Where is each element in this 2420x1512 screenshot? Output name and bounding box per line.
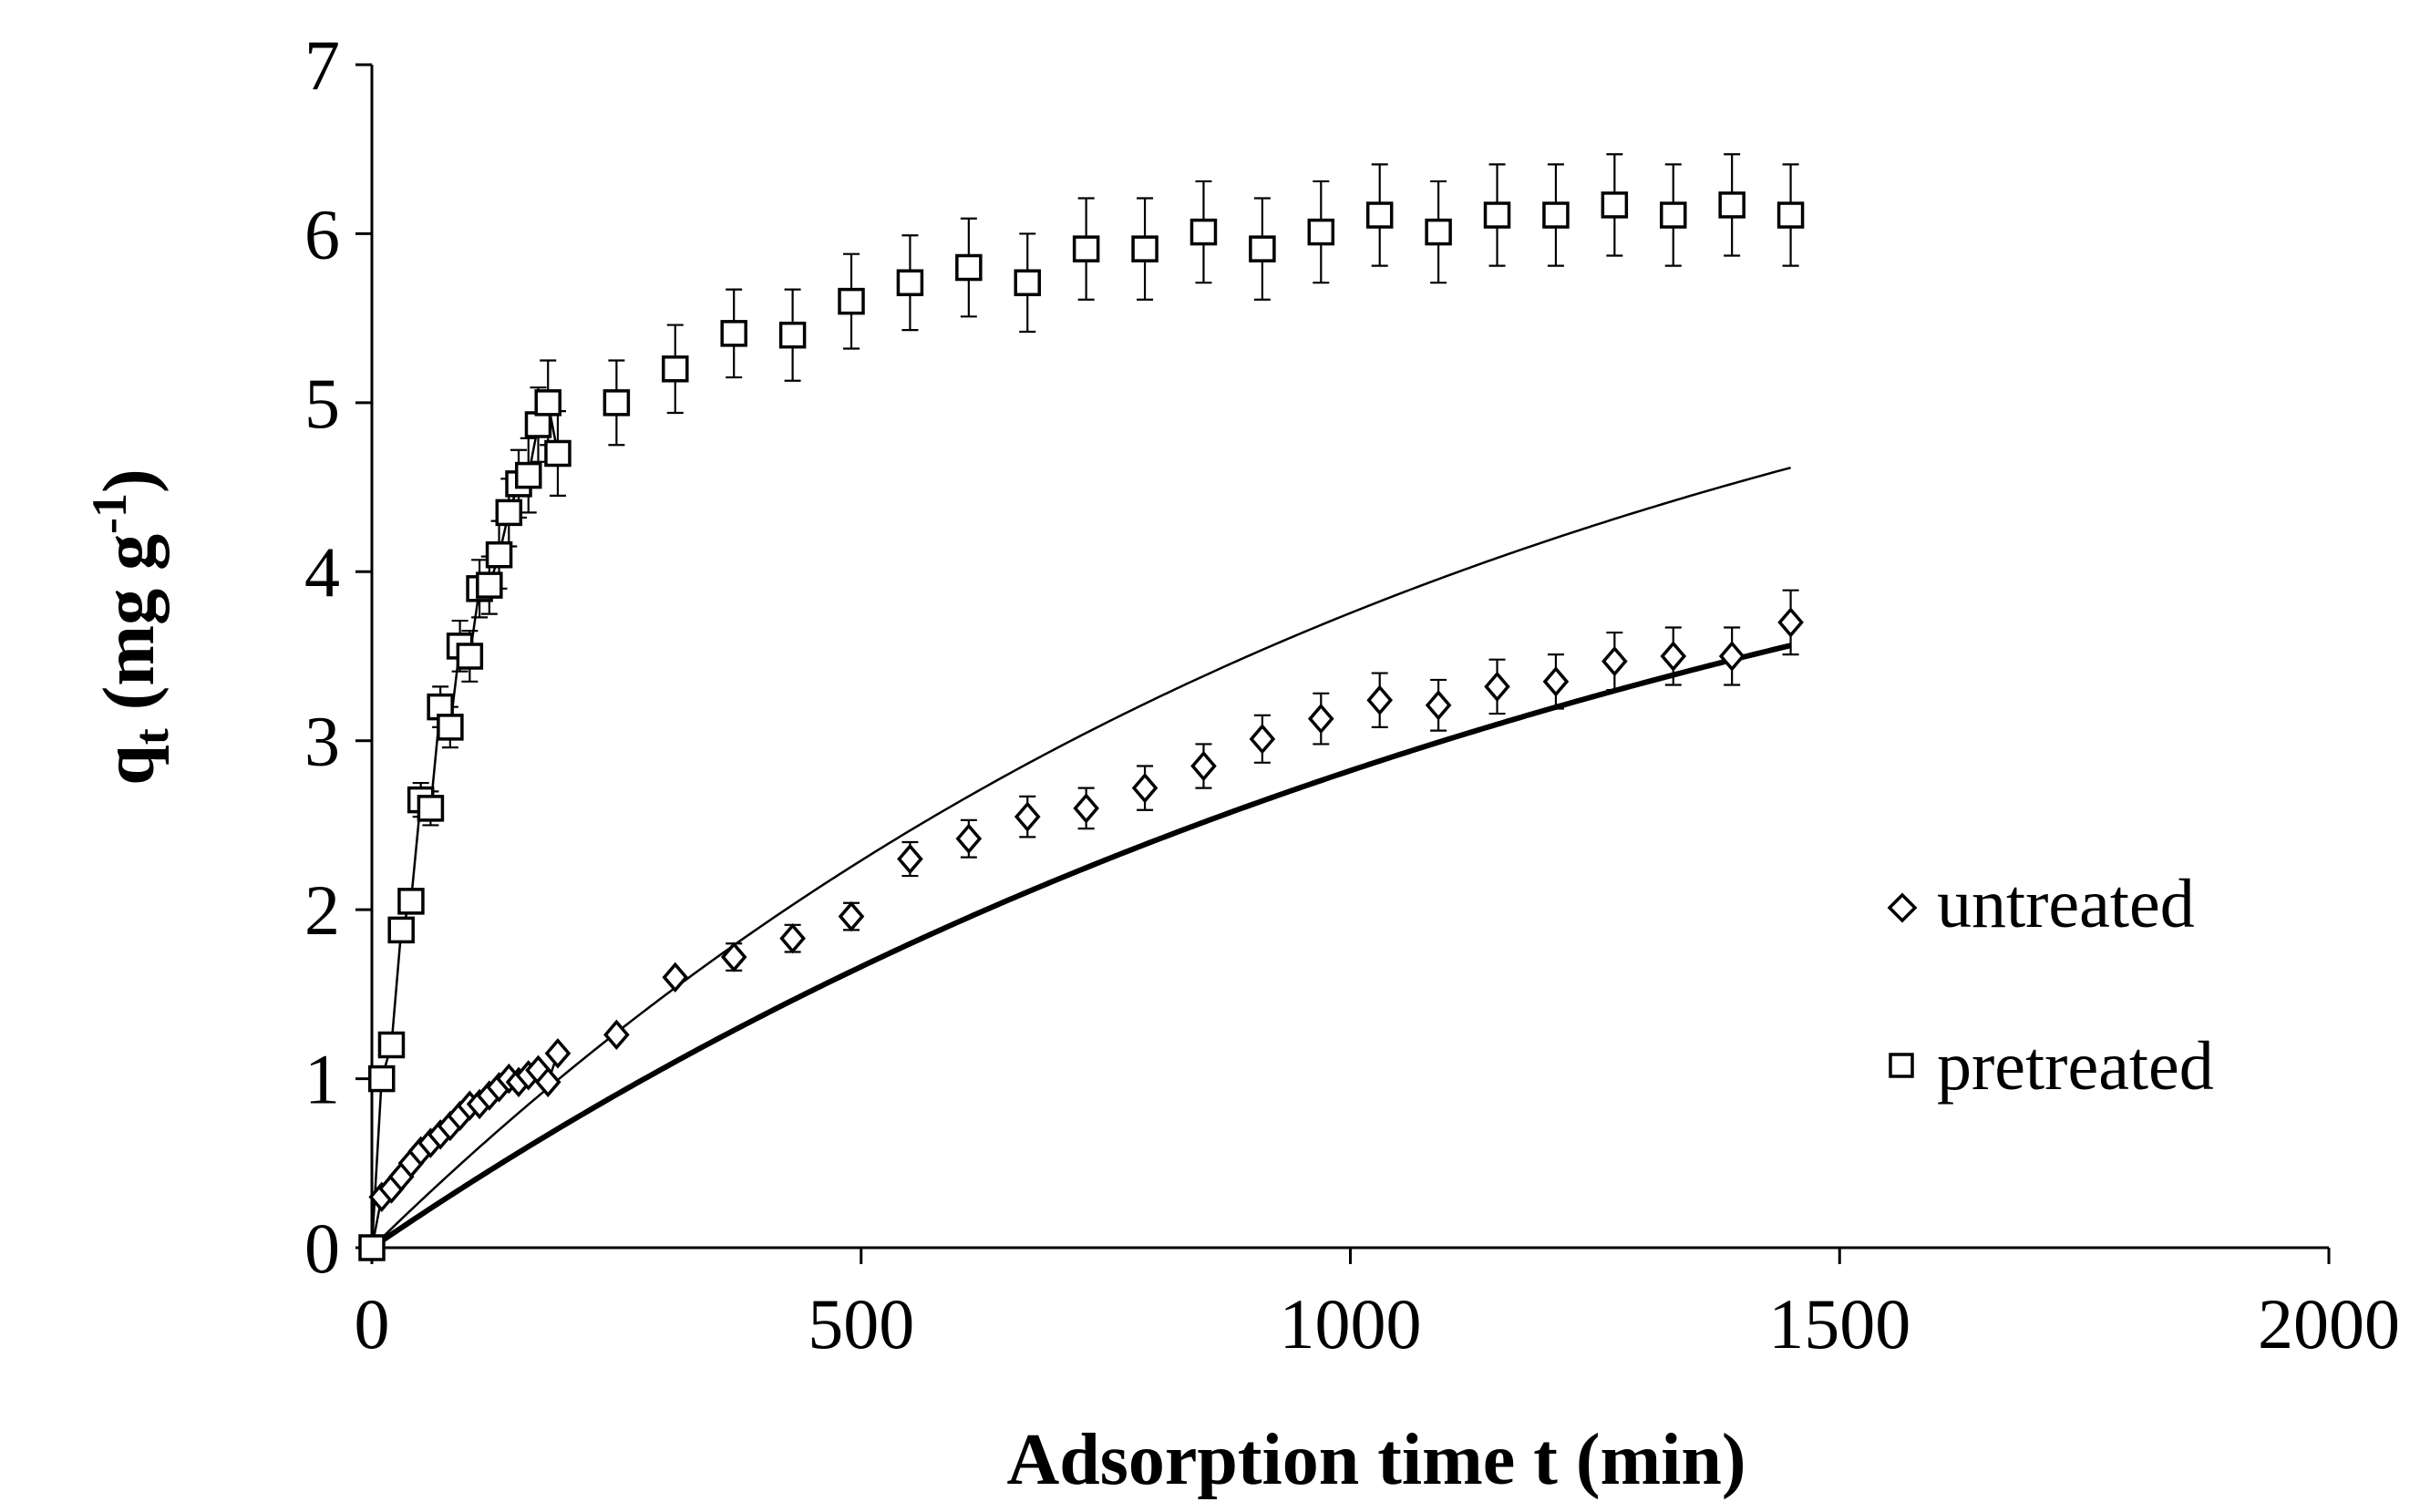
data-point-pretreated xyxy=(1307,218,1335,246)
data-point-pretreated xyxy=(662,355,689,383)
data-point-pretreated xyxy=(524,411,552,438)
data-point-untreated xyxy=(1425,690,1452,721)
legend-label-pretreated: pretreated xyxy=(1937,1028,2214,1105)
data-point-pretreated xyxy=(602,389,631,417)
data-point-pretreated xyxy=(534,389,561,417)
data-point-untreated xyxy=(720,941,747,972)
data-point-untreated xyxy=(897,843,923,875)
data-point-untreated xyxy=(662,962,689,993)
data-point-pretreated xyxy=(437,714,464,741)
data-point-pretreated xyxy=(955,253,983,282)
data-point-pretreated xyxy=(1660,201,1687,229)
x-tick-label: 500 xyxy=(808,1284,914,1363)
y-axis-title-close: ) xyxy=(89,468,170,493)
y-tick-label: 1 xyxy=(304,1040,340,1119)
y-tick-label: 2 xyxy=(304,870,340,950)
y-tick-label: 5 xyxy=(304,364,340,443)
x-tick-label: 1500 xyxy=(1768,1284,1910,1363)
data-markers xyxy=(358,191,1805,1263)
y-tick-label: 7 xyxy=(304,26,340,105)
data-point-untreated xyxy=(534,1066,561,1097)
axes: 0 500 1000 1500 2000 0 1 2 3 4 5 6 7 xyxy=(304,26,2400,1363)
y-axis-title: qt (mg g-1) xyxy=(82,468,179,785)
data-point-pretreated xyxy=(896,269,924,296)
data-point-pretreated xyxy=(377,1031,406,1059)
legend-diamond-icon xyxy=(1887,892,1918,923)
data-point-pretreated xyxy=(1542,201,1570,229)
y-tick-label: 0 xyxy=(304,1209,340,1288)
data-point-pretreated xyxy=(1365,201,1394,229)
data-point-pretreated xyxy=(515,461,542,489)
data-point-untreated xyxy=(838,900,865,932)
data-point-untreated xyxy=(1484,671,1510,703)
legend-item-untreated: untreated xyxy=(1887,866,2195,942)
data-point-untreated xyxy=(544,1038,572,1069)
error-bars xyxy=(412,153,1799,972)
fit-line-pretreated xyxy=(371,466,1791,1249)
data-point-untreated xyxy=(955,823,983,854)
data-point-untreated xyxy=(1307,703,1334,735)
data-point-pretreated xyxy=(1131,235,1159,262)
data-point-untreated xyxy=(1131,772,1159,804)
legend: untreated pretreated xyxy=(1887,866,2214,1105)
data-point-untreated xyxy=(1366,684,1394,715)
fit-lines xyxy=(370,398,1792,1250)
data-point-pretreated xyxy=(1189,218,1218,246)
data-point-pretreated xyxy=(358,1234,386,1261)
data-point-untreated xyxy=(779,922,806,954)
y-axis-title-unit: (mg g xyxy=(89,534,170,728)
data-point-untreated xyxy=(1718,641,1745,672)
data-point-pretreated xyxy=(1601,191,1629,219)
data-point-pretreated xyxy=(1072,235,1100,262)
data-point-pretreated xyxy=(1425,218,1452,246)
data-point-untreated xyxy=(1249,724,1276,755)
x-axis-title: Adsorption time t (min) xyxy=(1006,1420,1745,1500)
data-point-untreated xyxy=(1542,666,1570,697)
data-point-pretreated xyxy=(367,1065,396,1093)
data-point-untreated xyxy=(1601,645,1628,677)
data-point-pretreated xyxy=(544,439,572,468)
y-tick-label: 4 xyxy=(304,532,340,612)
y-tick-label: 3 xyxy=(304,702,340,781)
y-axis-title-sup: -1 xyxy=(82,493,137,534)
data-point-untreated xyxy=(1014,801,1041,832)
data-point-pretreated xyxy=(1718,191,1745,219)
data-point-pretreated xyxy=(456,643,484,670)
data-point-pretreated xyxy=(387,916,415,944)
data-point-pretreated xyxy=(720,320,747,347)
data-point-untreated xyxy=(603,1019,630,1051)
data-point-untreated xyxy=(1073,793,1099,824)
data-point-pretreated xyxy=(417,795,445,822)
data-point-pretreated xyxy=(1483,201,1511,229)
legend-label-untreated: untreated xyxy=(1937,866,2195,942)
data-point-untreated xyxy=(1777,607,1804,638)
data-point-pretreated xyxy=(397,888,425,915)
data-point-pretreated xyxy=(485,540,513,569)
data-point-pretreated xyxy=(1014,269,1041,296)
data-point-pretreated xyxy=(838,287,865,315)
x-tick-label: 1000 xyxy=(1280,1284,1422,1363)
data-point-untreated xyxy=(1190,750,1217,782)
data-point-pretreated xyxy=(495,499,523,527)
data-point-untreated xyxy=(1660,641,1687,672)
y-axis-title-sub: t xyxy=(124,728,179,745)
x-tick-label: 0 xyxy=(355,1284,390,1363)
legend-item-pretreated: pretreated xyxy=(1889,1028,2214,1105)
data-point-pretreated xyxy=(1776,201,1805,229)
data-point-pretreated xyxy=(1249,235,1276,262)
y-axis-title-main: q xyxy=(89,745,170,786)
data-point-pretreated xyxy=(778,321,807,349)
x-tick-label: 2000 xyxy=(2258,1284,2400,1363)
y-tick-label: 6 xyxy=(304,194,340,273)
legend-square-icon xyxy=(1889,1053,1914,1078)
data-point-pretreated xyxy=(476,571,503,599)
